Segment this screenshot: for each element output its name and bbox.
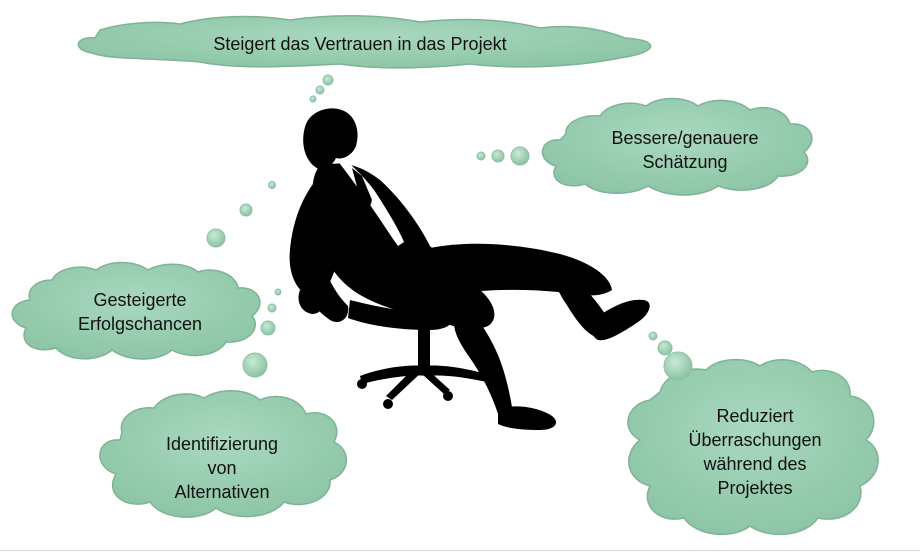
thought-dot [476, 151, 486, 161]
thought-left-middle-line-1: Gesteigerte [93, 290, 187, 310]
thought-dot [309, 95, 317, 103]
thought-left-middle-text: Gesteigerte Erfolgschancen [40, 288, 240, 336]
cloud-right [541, 97, 813, 196]
thought-top-line-1: Steigert das Vertrauen in das Projekt [213, 34, 507, 54]
thought-right-line-1: Bessere/genauere [611, 128, 759, 148]
thought-dot [242, 352, 268, 378]
thought-dot [268, 181, 276, 189]
thought-right-bottom-line-4: Projektes [717, 478, 793, 498]
cloud-left-bottom [99, 390, 348, 518]
businessman-silhouette [289, 108, 650, 430]
shirt-detail [340, 158, 404, 246]
thought-right-bottom-line-3: während des [703, 454, 807, 474]
thought-right-bottom-text: Reduziert Überraschungen während des Pro… [660, 404, 850, 500]
thought-top-text: Steigert das Vertrauen in das Projekt [110, 32, 610, 56]
thought-left-bottom-text: Identifizierung von Alternativen [122, 432, 322, 504]
thought-dot [648, 331, 658, 341]
thought-dot [267, 303, 277, 313]
thought-right-text: Bessere/genauere Schätzung [570, 126, 800, 174]
cloud-left-middle [11, 261, 261, 360]
thought-dot [260, 320, 276, 336]
thought-dot [274, 288, 282, 296]
thought-dot [663, 351, 693, 381]
thought-left-bottom-line-1: Identifizierung [165, 434, 279, 454]
thought-dot [322, 74, 334, 86]
thought-dot [491, 149, 505, 163]
cloud-top [77, 15, 652, 69]
thought-dot [315, 85, 325, 95]
thought-dot [239, 203, 253, 217]
thought-left-middle-line-2: Erfolgschancen [77, 314, 203, 334]
thought-right-bottom-line-1: Reduziert [716, 406, 794, 426]
thought-dot [657, 340, 673, 356]
thought-left-bottom-line-2: von [207, 458, 237, 478]
thought-dot [510, 146, 530, 166]
thought-right-line-2: Schätzung [642, 152, 728, 172]
thought-dot [206, 228, 226, 248]
thought-right-bottom-line-2: Überraschungen [688, 430, 822, 450]
thought-left-bottom-line-3: Alternativen [174, 482, 270, 502]
bottom-divider [0, 550, 920, 551]
cloud-right-bottom [627, 358, 879, 536]
